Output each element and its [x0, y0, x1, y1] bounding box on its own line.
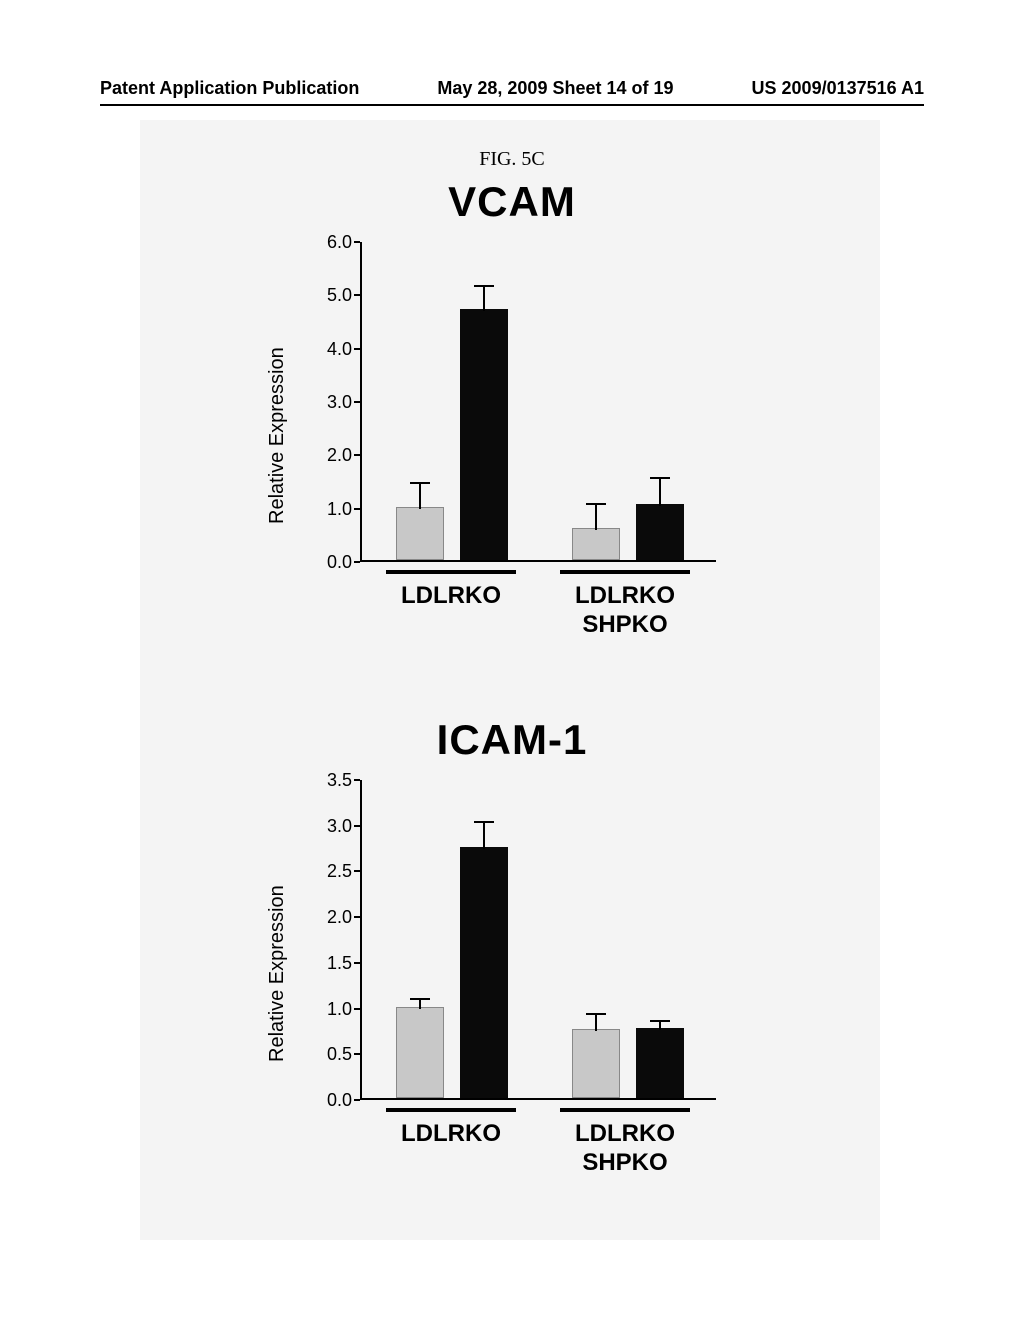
icam-errorbar — [595, 1013, 597, 1031]
vcam-ytick: 0.0 — [312, 552, 352, 573]
icam-group-underline — [560, 1108, 690, 1112]
vcam-ytick: 4.0 — [312, 339, 352, 360]
icam-errorbar — [483, 821, 485, 848]
vcam-errorbar-cap — [410, 482, 430, 484]
vcam-errorbar — [595, 503, 597, 530]
vcam-ylabel: Relative Expression — [266, 347, 289, 524]
vcam-errorbar — [483, 285, 485, 312]
patent-header: Patent Application Publication May 28, 2… — [0, 78, 1024, 99]
icam-ytick: 0.5 — [312, 1044, 352, 1065]
icam-title: ICAM-1 — [272, 716, 752, 764]
icam-errorbar-cap — [474, 821, 494, 823]
icam-chart: ICAM-1 Relative Expression 0.00.51.01.52… — [272, 716, 752, 1212]
icam-ytick: 0.0 — [312, 1090, 352, 1111]
icam-ytick: 3.5 — [312, 770, 352, 791]
vcam-chart-box: Relative Expression 0.01.02.03.04.05.06.… — [272, 234, 752, 674]
vcam-bar — [460, 309, 508, 560]
icam-ytick: 1.0 — [312, 999, 352, 1020]
icam-errorbar-cap — [586, 1013, 606, 1015]
icam-bar — [572, 1029, 620, 1098]
vcam-group-underline — [560, 570, 690, 574]
vcam-group-label: LDLRKOSHPKO — [550, 582, 700, 640]
icam-group-label: LDLRKO — [376, 1120, 526, 1149]
vcam-bar — [396, 507, 444, 560]
vcam-bar — [572, 528, 620, 560]
vcam-bar — [636, 504, 684, 560]
icam-ytick: 2.0 — [312, 907, 352, 928]
header-divider — [100, 104, 924, 106]
icam-ytick: 2.5 — [312, 861, 352, 882]
vcam-title: VCAM — [272, 178, 752, 226]
vcam-errorbar-cap — [586, 503, 606, 505]
vcam-chart: VCAM Relative Expression 0.01.02.03.04.0… — [272, 178, 752, 674]
icam-errorbar-cap — [650, 1020, 670, 1022]
icam-ylabel: Relative Expression — [266, 885, 289, 1062]
vcam-group-label: LDLRKO — [376, 582, 526, 611]
header-left: Patent Application Publication — [100, 78, 359, 99]
vcam-ytick: 5.0 — [312, 285, 352, 306]
icam-bar — [636, 1028, 684, 1098]
vcam-ytick: 2.0 — [312, 445, 352, 466]
icam-plot-area — [360, 780, 716, 1100]
vcam-group-underline — [386, 570, 516, 574]
icam-ytick: 3.0 — [312, 816, 352, 837]
vcam-ytick: 1.0 — [312, 499, 352, 520]
header-right: US 2009/0137516 A1 — [752, 78, 924, 99]
vcam-plot-area — [360, 242, 716, 562]
vcam-errorbar-cap — [650, 477, 670, 479]
icam-group-label: LDLRKOSHPKO — [550, 1120, 700, 1178]
icam-chart-box: Relative Expression 0.00.51.01.52.02.53.… — [272, 772, 752, 1212]
vcam-errorbar — [659, 477, 661, 506]
figure-label: FIG. 5C — [0, 148, 1024, 171]
icam-ytick: 1.5 — [312, 953, 352, 974]
vcam-ytick: 3.0 — [312, 392, 352, 413]
vcam-errorbar-cap — [474, 285, 494, 287]
vcam-errorbar — [419, 482, 421, 509]
header-center: May 28, 2009 Sheet 14 of 19 — [437, 78, 673, 99]
vcam-ytick: 6.0 — [312, 232, 352, 253]
icam-group-underline — [386, 1108, 516, 1112]
icam-bar — [460, 847, 508, 1098]
icam-errorbar-cap — [410, 998, 430, 1000]
icam-bar — [396, 1007, 444, 1098]
